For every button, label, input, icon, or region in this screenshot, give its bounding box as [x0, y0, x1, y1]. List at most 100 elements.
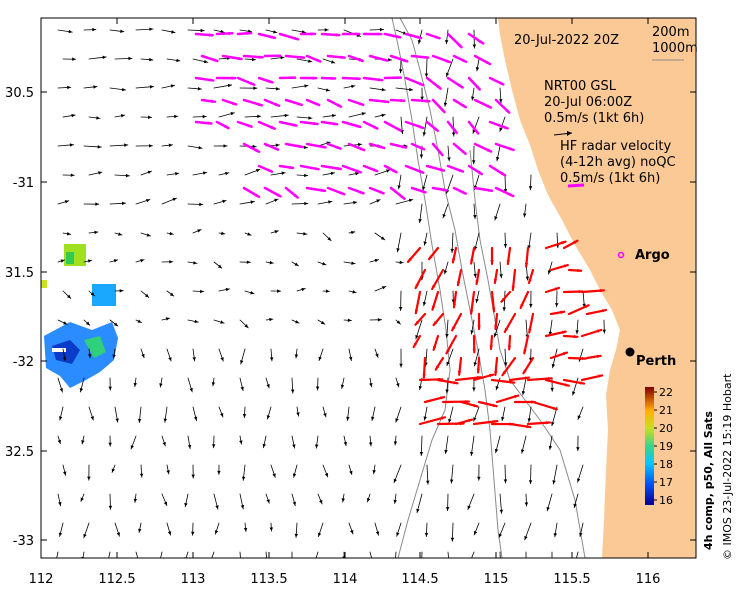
current-arrowhead — [330, 60, 335, 64]
current-arrowhead — [93, 85, 98, 89]
current-arrowhead — [499, 127, 503, 132]
current-arrowhead — [577, 415, 581, 420]
current-arrowhead — [399, 260, 404, 265]
current-arrowhead — [426, 480, 430, 485]
current-arrowhead — [472, 387, 476, 392]
current-arrowhead — [58, 532, 63, 537]
current-arrowhead — [477, 170, 482, 175]
current-arrowhead — [467, 505, 471, 510]
current-arrowhead — [431, 305, 436, 310]
current-arrowhead — [159, 383, 163, 388]
current-arrowhead — [456, 281, 461, 286]
current-arrowhead — [121, 87, 126, 92]
current-arrowhead — [190, 531, 195, 536]
current-arrowhead — [473, 215, 477, 219]
current-arrowhead — [422, 373, 426, 378]
current-arrowhead — [247, 123, 252, 128]
current-arrowhead — [294, 354, 299, 359]
current-arrowhead — [379, 190, 384, 194]
current-arrowhead — [172, 197, 177, 202]
current-arrowhead — [275, 87, 280, 91]
current-arrowhead — [473, 362, 478, 367]
current-arrowhead — [525, 276, 530, 281]
current-arrow — [431, 268, 445, 291]
current-arrowhead — [377, 32, 382, 36]
current-arrowhead — [113, 259, 118, 263]
model-scale: 0.5m/s (1kt 6h) — [544, 111, 644, 126]
current-arrowhead — [67, 294, 71, 299]
current-arrowhead — [274, 230, 279, 234]
current-arrowhead — [491, 307, 496, 312]
current-arrowhead — [479, 39, 484, 44]
current-arrowhead — [368, 442, 373, 447]
current-arrowhead — [486, 104, 491, 108]
current-arrowhead — [475, 67, 480, 72]
current-arrowhead — [194, 319, 199, 324]
current-arrowhead — [208, 33, 213, 37]
current-arrowhead — [398, 69, 403, 73]
current-arrowhead — [490, 260, 494, 264]
colorbar-tick-label: 20 — [659, 422, 673, 435]
current-arrowhead — [163, 418, 168, 423]
current-arrowhead — [193, 261, 197, 265]
current-arrowhead — [417, 39, 422, 44]
current-arrowhead — [369, 383, 373, 387]
current-arrowhead — [343, 441, 348, 446]
current-arrowhead — [220, 29, 225, 34]
current-arrowhead — [336, 103, 341, 107]
current-arrowhead — [356, 169, 361, 173]
current-arrowhead — [486, 60, 491, 65]
current-arrowhead — [373, 168, 378, 172]
current-arrowhead — [92, 27, 96, 32]
current-arrow — [526, 421, 552, 426]
current-arrowhead — [304, 84, 309, 88]
current-arrowhead — [200, 28, 205, 33]
current-arrowhead — [573, 334, 578, 339]
current-arrowhead — [600, 288, 604, 293]
current-arrowhead — [442, 213, 446, 218]
current-arrowhead — [528, 328, 532, 333]
current-arrowhead — [174, 114, 178, 119]
current-arrowhead — [393, 478, 397, 483]
current-arrowhead — [169, 231, 174, 236]
current-arrowhead — [333, 121, 338, 126]
current-arrowhead — [551, 421, 555, 426]
current-arrowhead — [102, 55, 107, 60]
current-arrowhead — [445, 72, 450, 77]
current-arrowhead — [552, 480, 556, 485]
current-arrowhead — [423, 241, 427, 246]
depth-legend-200m: 200m — [652, 25, 689, 40]
current-arrowhead — [361, 112, 366, 116]
current-arrowhead — [266, 415, 271, 420]
current-arrow — [531, 400, 558, 411]
current-arrowhead — [472, 160, 476, 164]
current-arrowhead — [425, 99, 430, 103]
current-arrowhead — [528, 278, 532, 283]
current-arrowhead — [90, 416, 94, 421]
current-arrow — [185, 551, 189, 558]
current-arrowhead — [563, 264, 568, 268]
current-arrowhead — [504, 327, 509, 332]
current-arrow — [108, 551, 111, 558]
current-arrowhead — [230, 112, 235, 116]
current-arrowhead — [269, 317, 273, 322]
x-tick-label: 112.5 — [98, 572, 135, 587]
current-arrowhead — [308, 116, 313, 120]
current-arrowhead — [360, 147, 365, 151]
current-arrowhead — [296, 412, 300, 417]
current-arrowhead — [468, 561, 471, 565]
current-arrowhead — [63, 471, 67, 476]
current-arrowhead — [57, 439, 61, 444]
current-arrowhead — [547, 270, 552, 275]
x-tick-label: 112 — [29, 572, 54, 587]
current-arrowhead — [501, 416, 505, 421]
radar-scale-arrow — [567, 183, 585, 188]
current-arrowhead — [169, 292, 174, 297]
colorbar-ticks: 22 21 20 19 18 17 16 — [654, 386, 673, 507]
current-arrowhead — [149, 57, 153, 62]
current-arrowhead — [477, 325, 481, 330]
current-arrowhead — [499, 509, 504, 514]
current-arrowhead — [413, 343, 417, 347]
current-arrowhead — [187, 444, 192, 449]
